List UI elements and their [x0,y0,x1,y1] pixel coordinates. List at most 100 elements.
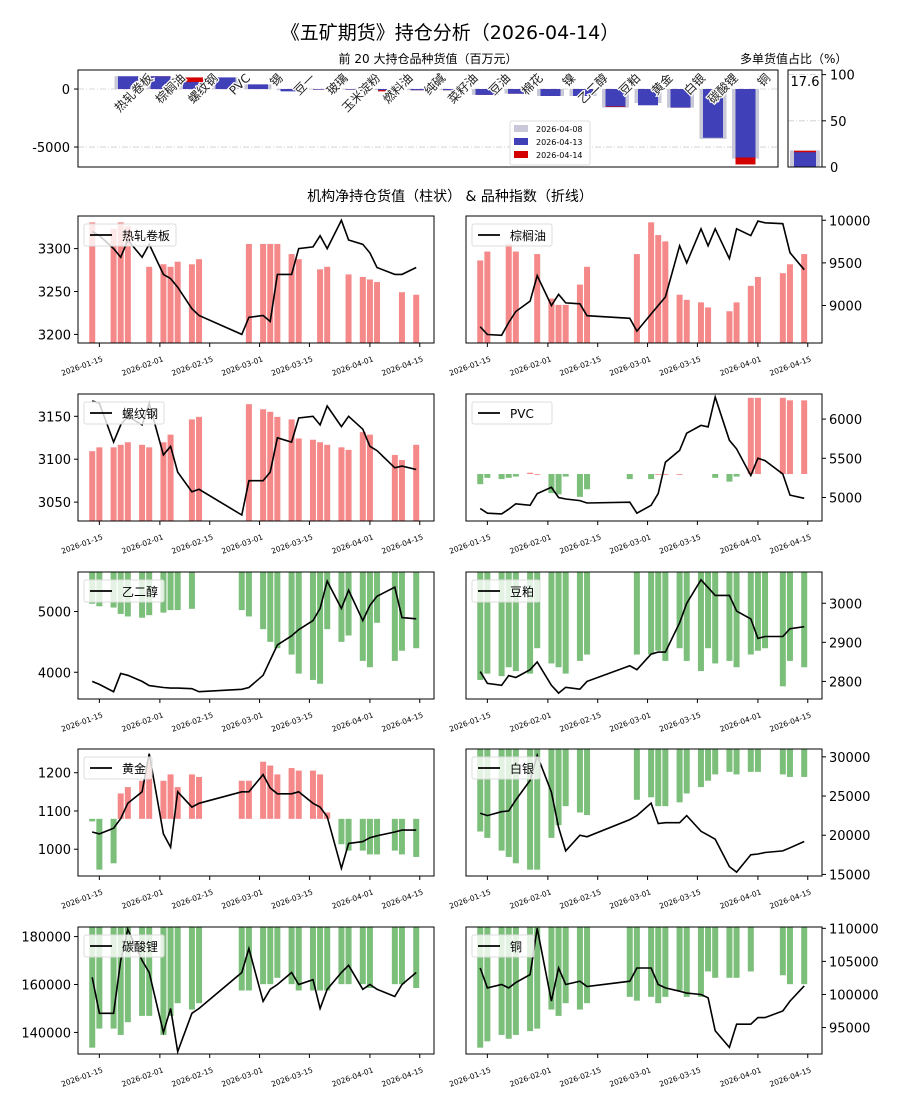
net-short-bar [527,749,534,870]
net-long-bar [391,454,398,521]
y-tick-label: 5500 [829,452,862,467]
plot-frame [465,393,823,522]
net-short-bar [726,749,733,772]
net-long-bar [260,243,267,343]
legend-box [83,579,165,603]
net-short-bar [527,927,534,1032]
category-label: 玻璃 [324,71,351,98]
y-tick-label: 100 [830,69,855,84]
net-long-bar [267,243,274,343]
x-tick-label: 2026-04-01 [331,887,375,910]
net-long-bar [345,274,352,343]
net-short-bar [712,474,719,478]
y-tick-label: 3100 [38,453,71,468]
x-tick-label: 2026-01-15 [448,710,492,733]
net-short-bar [366,572,373,668]
net-short-bar [712,749,719,775]
net-long-bar [413,444,420,521]
net-short-bar [484,927,491,1042]
x-tick-label: 2026-03-15 [658,354,702,377]
price-index-line [91,753,417,872]
net-long-bar [96,447,103,521]
net-short-bar [174,572,181,611]
net-short-bar [484,572,491,674]
net-short-bar [174,927,181,1004]
category-label: 铜 [754,70,773,89]
net-long-bar [534,474,541,475]
y-tick-label: 0 [830,161,838,176]
net-short-bar [683,749,690,794]
net-short-bar [534,927,541,1029]
net-short-bar [633,572,640,655]
net-long-bar [338,447,345,521]
net-long-bar [633,254,640,343]
legend-label: 螺纹钢 [122,407,158,421]
x-tick-label: 2026-02-15 [558,1065,602,1088]
net-short-bar [505,572,512,668]
x-tick-label: 2026-04-01 [331,1065,375,1088]
net-short-bar [801,927,808,985]
bar-2026-04-13 [150,76,171,90]
net-long-bar [576,284,583,343]
x-tick-label: 2026-03-15 [270,532,314,555]
net-long-bar [555,304,562,343]
legend-label: 黄金 [122,761,146,776]
net-long-bar [188,774,195,819]
net-short-bar [548,572,555,664]
net-long-bar [274,774,281,819]
net-short-bar [498,927,505,1035]
net-short-bar [238,572,245,611]
net-short-bar [359,572,366,661]
price-index-line [479,394,805,515]
bar-2026-04-13 [118,76,138,90]
y-tick-label: 1000 [38,843,71,858]
net-short-bar [295,927,302,991]
net-short-bar [324,572,331,630]
y-tick-label: 1200 [38,767,71,782]
plot-frame [465,571,823,700]
legend-label: 2026-04-13 [536,138,583,147]
net-long-bar [124,442,131,521]
plot-frame [77,571,435,700]
bar-2026-04-13 [670,89,691,108]
net-short-bar [124,927,131,1023]
y-tick-label: 9500 [829,257,862,272]
net-short-bar [267,572,274,642]
y-tick-label: 3250 [38,286,71,301]
net-short-bar [366,818,373,855]
net-long-bar [117,222,124,343]
category-label: 豆一 [291,71,318,98]
legend-box [471,934,535,958]
net-short-bar [359,927,366,985]
net-short-bar [345,927,352,985]
net-short-bar [648,749,655,798]
net-short-bar [705,749,712,781]
net-short-bar [733,572,740,668]
y-tick-label: 3150 [38,410,71,425]
net-short-bar [584,474,591,490]
bar-2026-04-13 [410,89,431,91]
legend-label: 白银 [510,761,534,776]
net-long-bar [139,780,146,819]
x-tick-label: 2026-04-15 [768,354,812,377]
net-long-bar [245,243,252,343]
net-long-bar [801,254,808,343]
net-short-bar [676,927,683,991]
net-long-bar [260,761,267,819]
price-index-line [479,578,805,695]
x-tick-label: 2026-03-01 [608,887,652,910]
legend: 豆粕 [471,579,541,603]
net-short-bar [786,749,793,777]
net-short-bar [527,572,534,674]
net-short-bar [366,927,373,988]
net-short-bar [484,749,491,838]
net-short-bar [96,818,103,870]
net-short-bar [160,927,167,1035]
x-tick-label: 2026-03-01 [608,710,652,733]
y-tick-label: 30000 [829,751,870,766]
net-short-bar [288,927,295,985]
x-tick-label: 2026-02-15 [558,887,602,910]
net-short-bar [584,927,591,1004]
net-short-bar [786,927,793,985]
net-short-bar [747,572,754,655]
